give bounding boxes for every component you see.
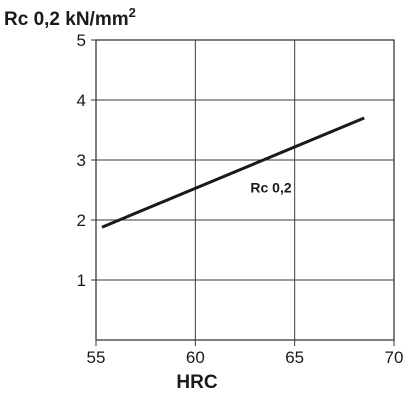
x-tick-label-70: 70 [385,348,404,367]
x-axis-ticks: 55 60 65 70 [87,340,404,367]
x-tick-label-55: 55 [87,348,106,367]
plot-frame [95,39,395,341]
plot-frame-rect [95,39,395,341]
x-axis-title: HRC [176,372,217,393]
series: Rc 0,2 [101,116,365,229]
y-tick-label-3: 3 [77,151,86,170]
series-line-0 [101,116,365,229]
y-axis-title: Rc 0,2 kN/mm2 [4,5,136,30]
y-tick-label-1: 1 [77,271,86,290]
grid [96,40,394,340]
y-tick-label-5: 5 [77,31,86,50]
x-tick-label-60: 60 [186,348,205,367]
y-tick-label-4: 4 [77,91,86,110]
y-axis-title-superscript: 2 [129,5,136,20]
x-tick-label-65: 65 [285,348,304,367]
y-tick-label-2: 2 [77,211,86,230]
y-axis-title-text: Rc 0,2 kN/mm [4,9,129,30]
series-label-0: Rc 0,2 [250,180,291,196]
y-axis-ticks: 1 2 3 4 5 [77,31,96,290]
